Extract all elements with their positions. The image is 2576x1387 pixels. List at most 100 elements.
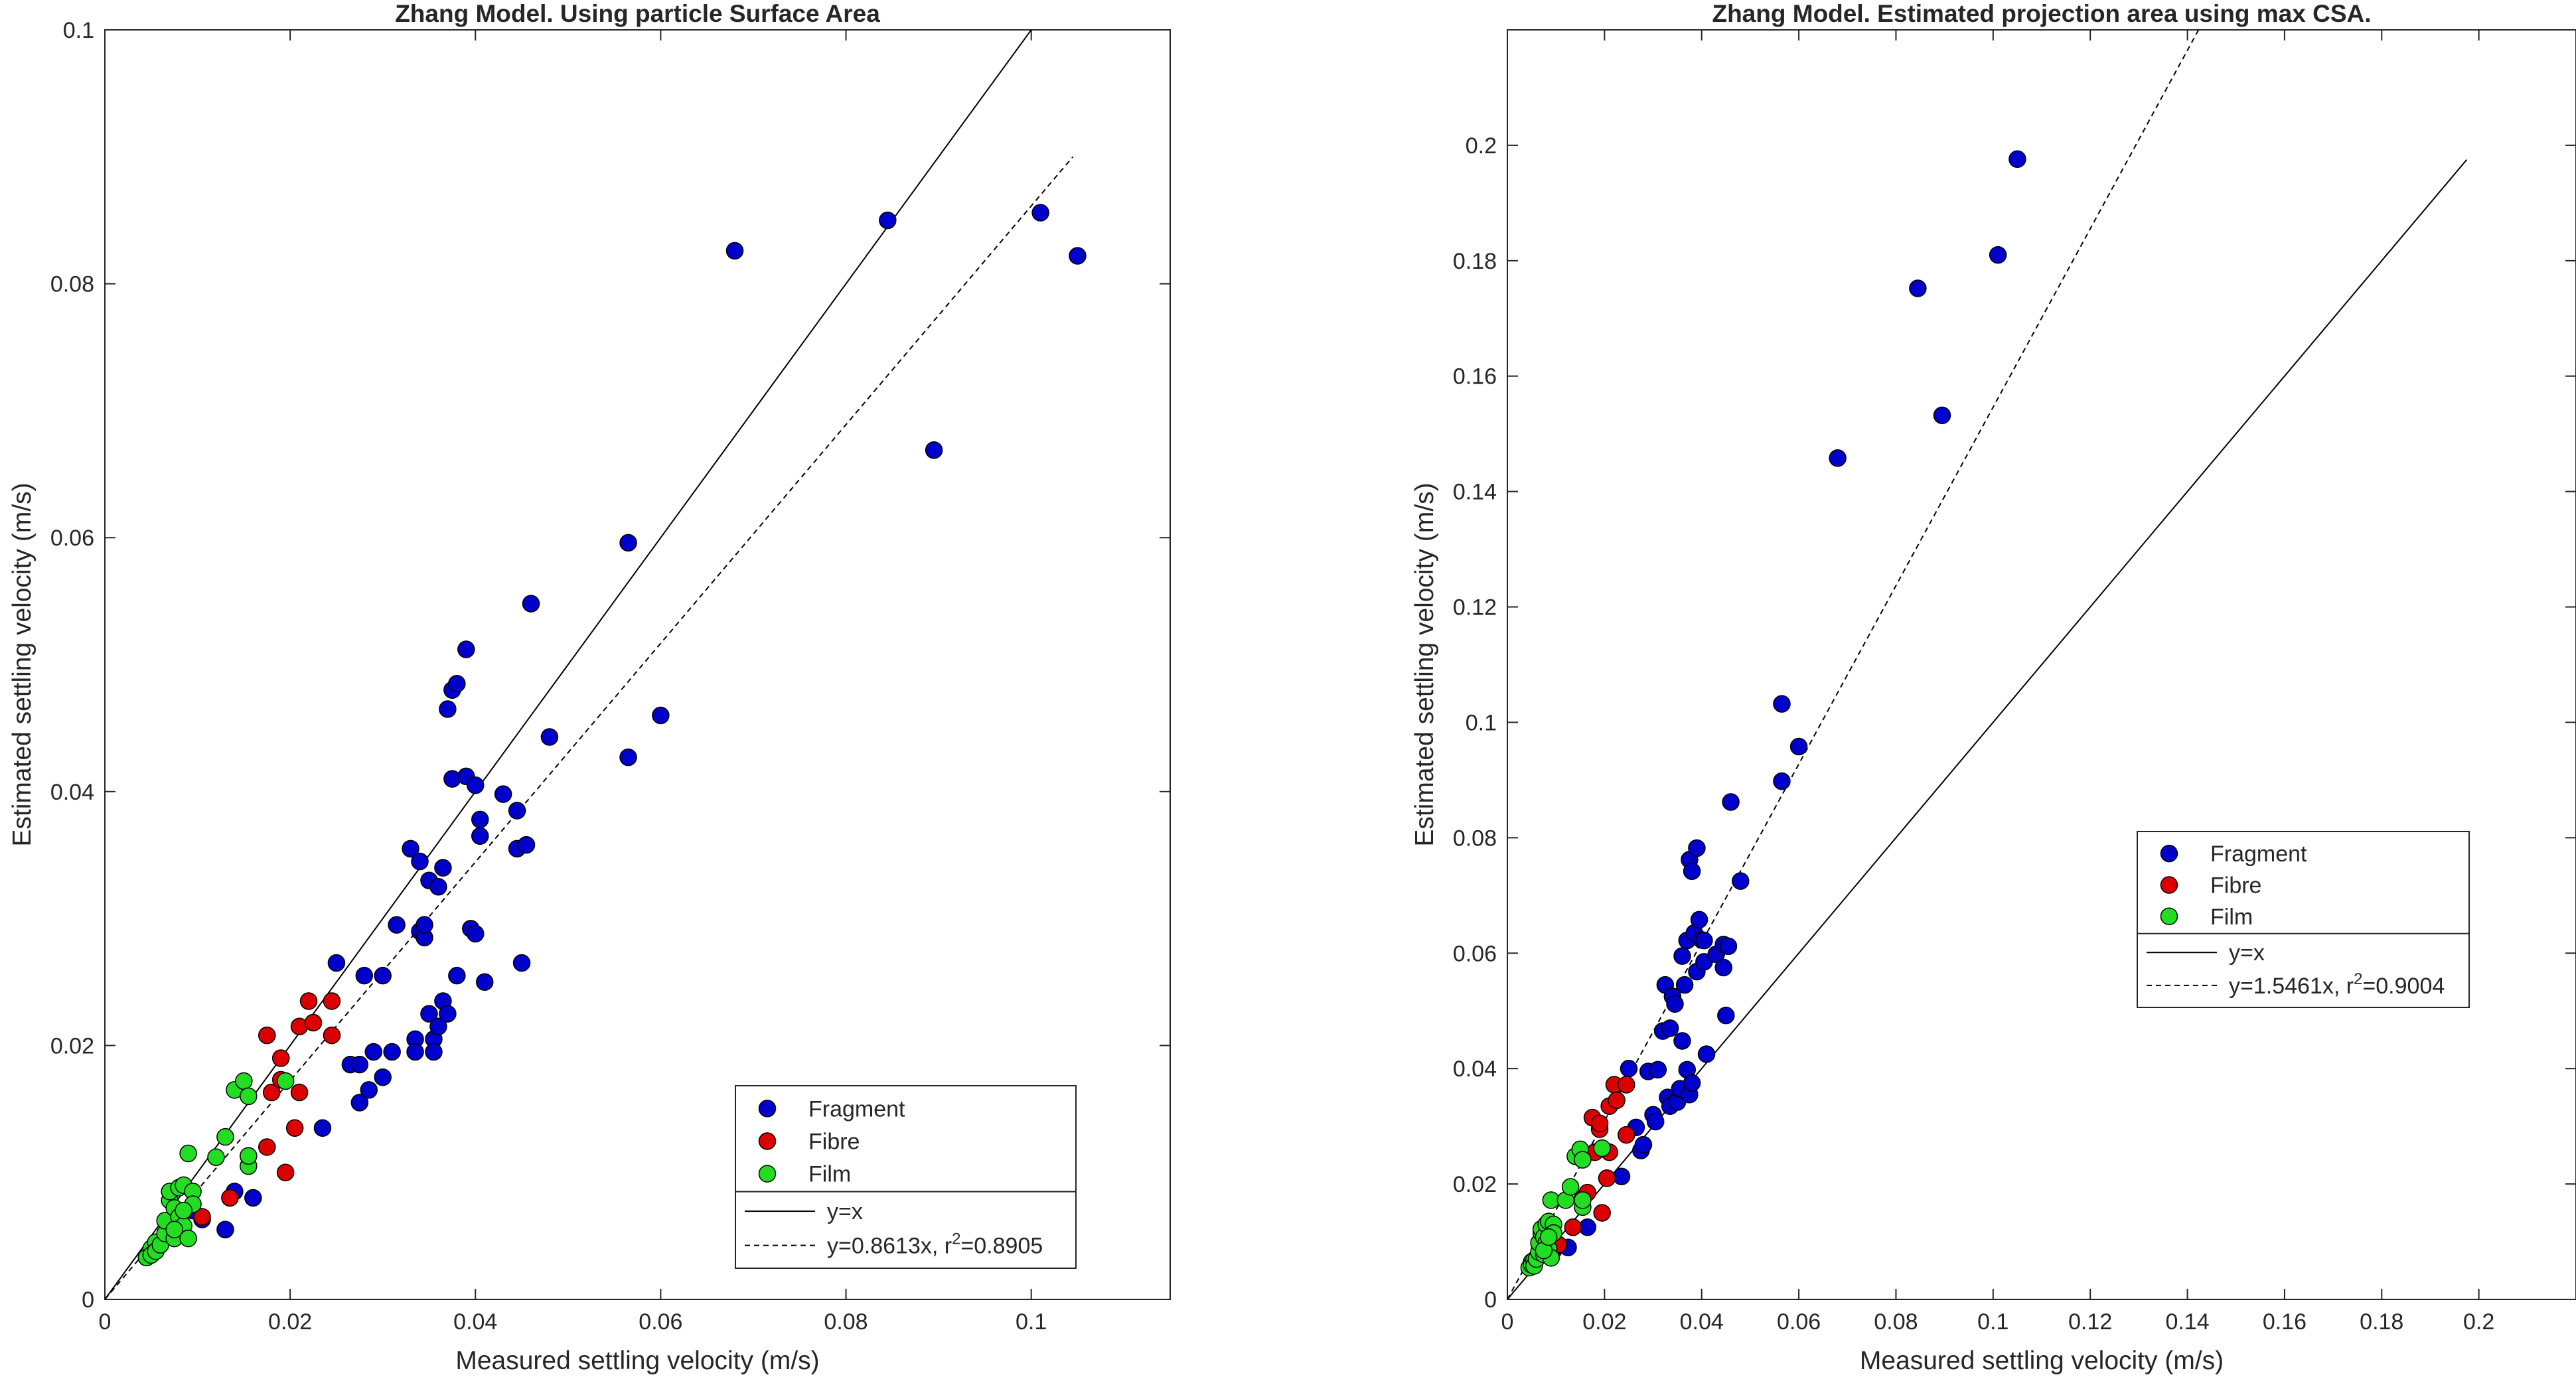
fragment-point: [467, 776, 485, 794]
legend-marker-fibre: [2160, 876, 2178, 894]
legend-label-fragment: Fragment: [2210, 841, 2307, 867]
fragment-point: [725, 242, 744, 260]
fragment-point: [1683, 862, 1701, 881]
fibre-point: [1608, 1091, 1626, 1110]
fragment-point: [429, 878, 447, 896]
y-tick-label: 0.02: [1453, 1172, 1497, 1197]
legend-marker-fibre: [758, 1132, 777, 1150]
fibre-point: [258, 1138, 276, 1156]
y-tick-label: 0: [1484, 1287, 1497, 1313]
fragment-point: [467, 924, 485, 943]
fragment-point: [411, 852, 429, 871]
film-point: [179, 1144, 197, 1163]
y-tick-label: 0.14: [1453, 480, 1497, 505]
y-tick-label: 0.2: [1466, 133, 1497, 159]
x-tick-label: 0.08: [1874, 1309, 1918, 1335]
legend-line-text: y=0.8613x, r: [827, 1234, 952, 1259]
fibre-point: [1598, 1169, 1616, 1187]
fragment-point: [619, 534, 637, 552]
x-tick-label: 0.02: [1582, 1309, 1626, 1335]
fibre-point: [258, 1026, 276, 1045]
fragment-point: [1620, 1059, 1638, 1078]
y-axis-label: Estimated settling velocity (m/s): [8, 482, 37, 846]
fragment-point: [652, 706, 670, 725]
fragment-point: [364, 1043, 382, 1061]
legend-line-label: y=0.8613x, r2=0.8905: [827, 1230, 1043, 1259]
legend: Fragment Fibre Film y=x y=1.5461x, r2=0.9004: [2137, 831, 2470, 1008]
x-tick-label: 0.1: [1977, 1309, 2008, 1335]
fragment-point: [1829, 449, 1847, 467]
film-point: [240, 1147, 258, 1165]
y-tick-label: 0.12: [1453, 595, 1497, 620]
fragment-point: [1031, 204, 1049, 222]
fragment-point: [374, 966, 392, 985]
legend-line-label: y=x: [827, 1199, 863, 1224]
y-tick-label: 0.04: [1453, 1057, 1497, 1082]
fit-line: [105, 156, 1074, 1299]
y-tick-label: 0.08: [50, 272, 94, 297]
fragment-point: [327, 954, 346, 972]
fibre-point: [262, 1083, 281, 1102]
fragment-point: [374, 1068, 392, 1086]
legend-label-fibre: Fibre: [2210, 873, 2261, 898]
film-point: [1539, 1228, 1558, 1246]
film-point: [1561, 1178, 1580, 1196]
film-point: [1574, 1151, 1592, 1169]
fibre-point: [1618, 1076, 1635, 1094]
fragment-point: [1714, 958, 1732, 977]
plot-area: [1507, 29, 2576, 1300]
x-tick-label: 0.1: [1016, 1309, 1047, 1335]
fragment-point: [508, 802, 526, 820]
series-fibre: [193, 992, 341, 1226]
fragment-point: [494, 785, 512, 803]
series-fragment: [184, 204, 1087, 1239]
fragment-point: [512, 954, 531, 972]
x-tick-label: 0.04: [453, 1309, 497, 1335]
legend-line-label: y=1.5461x, r2=0.9004: [2229, 970, 2445, 999]
fragment-point: [1722, 793, 1740, 811]
film-point: [276, 1072, 295, 1090]
y-tick-label: 0: [82, 1287, 94, 1313]
fragment-point: [439, 700, 457, 718]
film-point: [165, 1220, 183, 1239]
fibre-point: [1590, 1114, 1609, 1133]
fragment-point: [448, 674, 466, 693]
legend-line-text: y=x: [827, 1199, 863, 1224]
film-point: [216, 1128, 234, 1146]
y-tick-label: 0.06: [50, 526, 94, 551]
fragment-point: [402, 840, 419, 858]
fragment-point: [1666, 995, 1684, 1013]
fragment-point: [429, 1017, 447, 1035]
fragment-point: [313, 1119, 332, 1137]
fibre-point: [323, 992, 341, 1010]
film-point: [1574, 1191, 1592, 1209]
fibre-point: [276, 1163, 295, 1181]
x-tick-label: 0.06: [639, 1309, 682, 1335]
fragment-point: [244, 1189, 262, 1207]
x-tick-label: 0.04: [1680, 1309, 1724, 1335]
fragment-point: [517, 836, 536, 854]
fragment-point: [522, 595, 540, 613]
fragment-point: [471, 827, 489, 845]
legend-marker-fragment: [2160, 844, 2178, 863]
fragment-point: [1069, 247, 1087, 265]
fragment-point: [1688, 839, 1706, 857]
fragment-point: [388, 916, 406, 934]
fragment-point: [448, 966, 466, 985]
x-tick-label: 0.06: [1777, 1309, 1821, 1335]
x-tick-label: 0.18: [2360, 1309, 2403, 1335]
fibre-point: [1618, 1126, 1635, 1144]
y-tick-label: 0.06: [1453, 941, 1497, 966]
fragment-point: [1933, 406, 1951, 425]
fragment-point: [425, 1043, 443, 1061]
right-panel-zhang-max-csa: 0 0.02 0.04 0.06 0.08 0.1 0.12 0.14 0.16 0.18 0.20…: [1410, 0, 2576, 1375]
fibre-point: [299, 992, 318, 1010]
fragment-point: [457, 640, 475, 658]
chart-title: Zhang Model. Using particle Surface Area: [395, 0, 880, 27]
x-tick-label: 0.08: [824, 1309, 868, 1335]
legend-box: [2137, 831, 2470, 1008]
x-tick-label: 0.14: [2165, 1309, 2209, 1335]
fragment-point: [1649, 1060, 1667, 1079]
fragment-point: [355, 966, 374, 985]
fragment-point: [1661, 1019, 1679, 1037]
